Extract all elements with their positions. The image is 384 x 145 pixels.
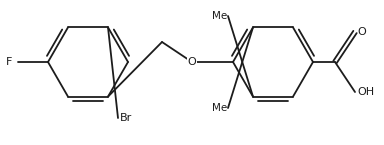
Text: O: O bbox=[188, 57, 196, 67]
Text: F: F bbox=[6, 57, 12, 67]
Text: O: O bbox=[357, 27, 366, 37]
Text: Me: Me bbox=[212, 103, 227, 113]
Text: Br: Br bbox=[120, 113, 132, 123]
Text: OH: OH bbox=[357, 87, 374, 97]
Text: Me: Me bbox=[212, 11, 227, 21]
